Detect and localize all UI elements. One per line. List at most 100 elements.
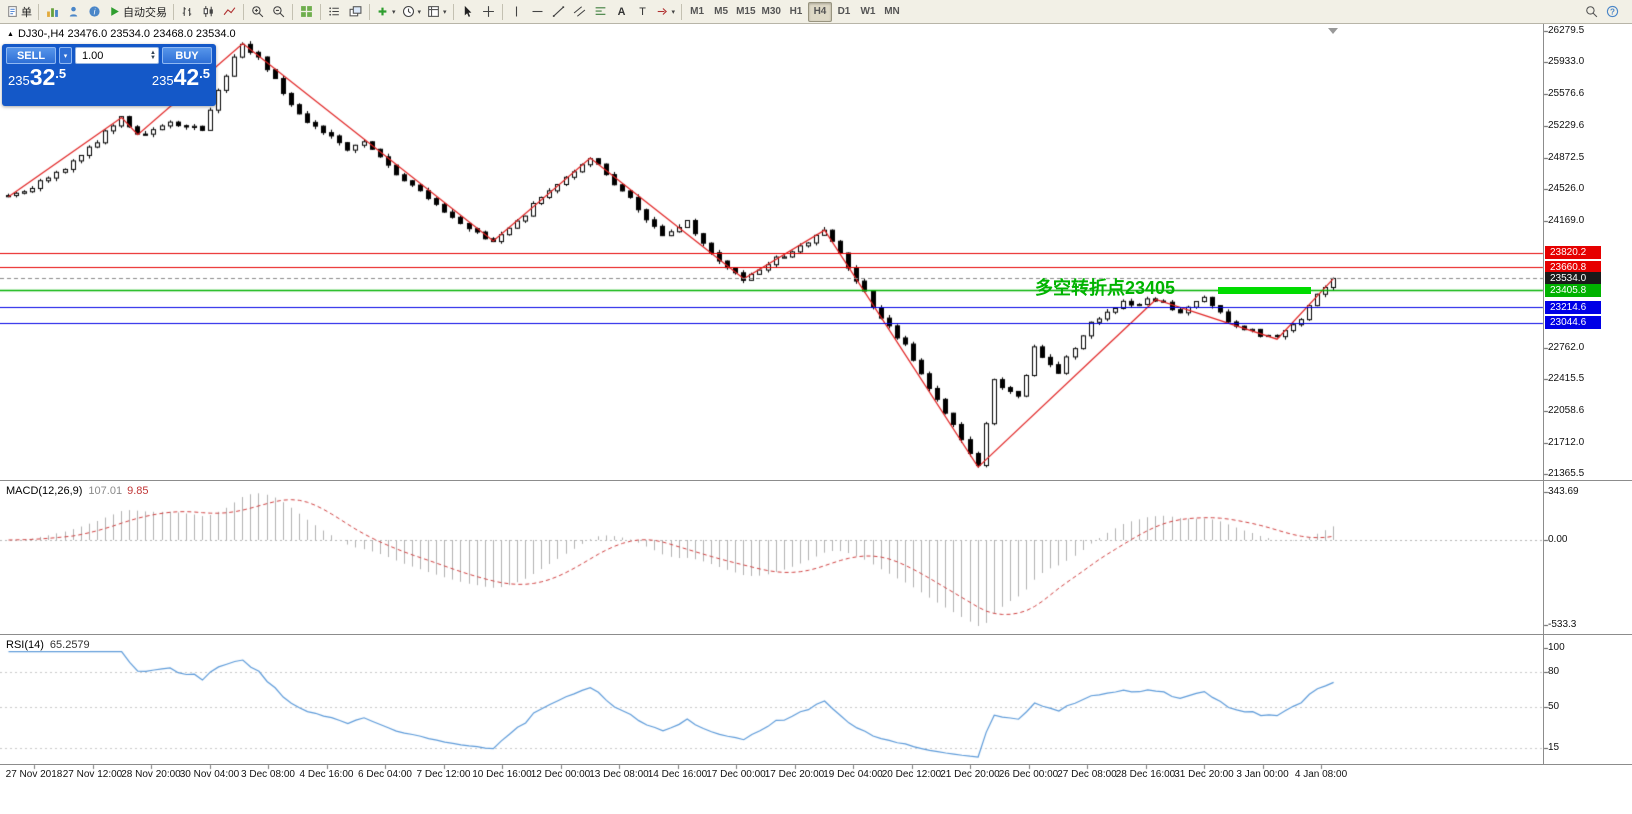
timeframe-d1-button[interactable]: D1 (832, 2, 856, 22)
new-order-label: 单 (21, 6, 32, 19)
time-axis-label: 7 Dec 12:00 (416, 769, 471, 780)
periods-button[interactable]: ▾ (399, 2, 425, 22)
time-axis-label: 28 Dec 16:00 (1115, 769, 1176, 780)
macd-label: MACD(12,26,9) 107.01 9.85 (6, 485, 149, 497)
symbol-ohlc-text: DJ30-,H4 23476.0 23534.0 23468.0 23534.0 (17, 28, 236, 40)
timeframe-mn-button[interactable]: MN (880, 2, 904, 22)
timeframe-m1-button[interactable]: M1 (685, 2, 709, 22)
grid-icon (301, 6, 312, 17)
bar-chart-button[interactable] (177, 2, 198, 22)
chevron-down-icon: ▾ (671, 8, 676, 16)
help-button[interactable]: ? (1602, 2, 1623, 22)
time-axis[interactable]: 27 Nov 2018 27 Nov 12:00 28 Nov 20:00 30 No… (0, 764, 1632, 790)
price-level-badge: 23214.6 (1545, 300, 1601, 314)
page-icon (8, 6, 17, 17)
zoom-in-button[interactable] (247, 2, 268, 22)
plus-icon (378, 7, 387, 16)
fibo-icon (595, 7, 605, 15)
time-axis-label: 28 Nov 20:00 (121, 769, 181, 780)
chart-templates-button[interactable]: ▾ (424, 2, 450, 22)
price-level-badge: 23534.0 (1545, 271, 1601, 285)
textA-icon: A (617, 6, 625, 18)
text-button[interactable]: A (611, 2, 632, 22)
cascade-windows-button[interactable] (345, 2, 366, 22)
rsi-axis-label: 50 (1548, 701, 1560, 712)
candles-icon (203, 6, 213, 17)
chart-icon (47, 8, 58, 17)
macd-rsi-separator[interactable] (0, 634, 1632, 635)
sell-price[interactable]: 23532.5 (8, 64, 67, 90)
sell-button[interactable]: SELL (6, 47, 56, 64)
symbol-ohlc-line: ▲ DJ30-,H4 23476.0 23534.0 23468.0 23534.… (7, 28, 236, 40)
arrows-button[interactable]: ▾ (653, 2, 679, 22)
add-indicator-button[interactable]: ▾ (373, 2, 399, 22)
terminal-button[interactable]: i (84, 2, 105, 22)
tile-windows-button[interactable] (296, 2, 317, 22)
time-axis-label: 26 Dec 00:00 (998, 769, 1059, 780)
arrowdd-icon (657, 8, 667, 15)
time-axis-label: 17 Dec 00:00 (706, 769, 766, 780)
channel-icon (573, 6, 585, 17)
search-icon (1586, 6, 1598, 18)
timeframe-h4-button[interactable]: H4 (807, 1, 832, 22)
pivot-highlight-bar[interactable] (1218, 286, 1311, 294)
horizontal-line-button[interactable] (527, 2, 548, 22)
toolbar-separator (369, 3, 370, 20)
toolbar-separator (243, 3, 244, 20)
time-axis-label: 4 Dec 16:00 (299, 769, 354, 780)
trendline-button[interactable] (548, 2, 569, 22)
timeframe-m15-button[interactable]: M15 (733, 2, 758, 22)
trend-icon (552, 6, 564, 17)
time-axis-label: 13 Dec 08:00 (589, 769, 649, 780)
time-axis-label: 20 Dec 12:00 (881, 769, 942, 780)
rsi-axis-label: 100 (1548, 642, 1565, 653)
volume-spinner[interactable]: ▲ ▼ (150, 49, 156, 61)
toolbar-separator (320, 3, 321, 20)
buy-button[interactable]: BUY (162, 47, 212, 64)
price-axis-label: 21712.0 (1548, 436, 1585, 448)
buy-price[interactable]: 23542.5 (151, 64, 210, 90)
toolbar-separator (501, 3, 503, 20)
timeframe-m30-button[interactable]: M30 (759, 2, 784, 22)
timeframe-w1-button[interactable]: W1 (856, 2, 880, 22)
indicators-list-button[interactable] (324, 2, 345, 22)
order-settings-dropdown[interactable]: ▾ (59, 47, 72, 64)
autotrading-button[interactable]: 自动交易 (105, 2, 170, 22)
time-axis-label: 27 Nov 2018 (5, 769, 63, 780)
candlestick-chart-button[interactable] (198, 2, 219, 22)
price-axis-label: 25933.0 (1548, 56, 1585, 68)
crosshair-button[interactable] (478, 2, 499, 22)
zoomin-icon (252, 6, 264, 18)
market-watch-button[interactable] (42, 2, 63, 22)
text-label-button[interactable]: T (632, 2, 653, 22)
chevron-down-icon: ▾ (417, 8, 422, 16)
timeframe-h1-button[interactable]: H1 (784, 2, 808, 22)
svg-text:A: A (617, 6, 625, 18)
time-axis-label: 10 Dec 16:00 (472, 769, 532, 780)
spinner-up-icon[interactable]: ▲ (150, 49, 156, 56)
main-macd-separator[interactable] (0, 480, 1632, 481)
equidistant-channel-button[interactable] (569, 2, 590, 22)
spinner-down-icon[interactable]: ▼ (150, 54, 156, 61)
main-toolbar: 单 i 自动交易 ▾ ▾ ▾ A T ▾ M1 M5 M15 M30 H1 H4 D1 W1 MN? (0, 0, 1632, 24)
vertical-line-button[interactable] (506, 2, 527, 22)
line-chart-button[interactable] (219, 2, 240, 22)
fibonacci-retracement-button[interactable] (590, 2, 611, 22)
pivot-annotation-text[interactable]: 多空转折点23405 (1035, 278, 1176, 298)
oneclick-toggle-icon[interactable]: ▲ (7, 30, 14, 38)
clock-icon (402, 5, 414, 18)
search-button[interactable] (1581, 2, 1602, 22)
linechart-icon (223, 7, 236, 16)
volume-field[interactable]: 1.00 ▲ ▼ (75, 47, 159, 64)
toolbar-separator (292, 3, 293, 20)
crosshair-icon (482, 6, 494, 17)
volume-value[interactable]: 1.00 (82, 49, 104, 62)
timeframe-m5-button[interactable]: M5 (709, 2, 733, 22)
navigator-button[interactable] (63, 2, 84, 22)
zoom-out-button[interactable] (268, 2, 289, 22)
cursor-button[interactable] (457, 2, 478, 22)
chart-shift-marker[interactable] (1328, 28, 1338, 34)
new-order-button[interactable]: 单 (3, 2, 35, 22)
